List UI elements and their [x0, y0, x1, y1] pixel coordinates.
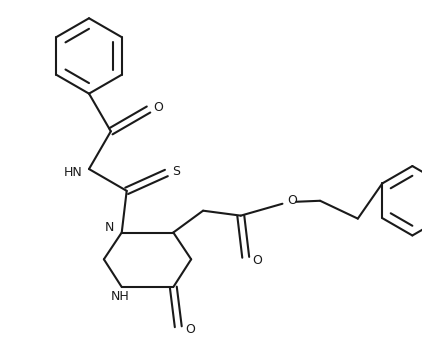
Text: O: O	[287, 194, 297, 207]
Text: NH: NH	[110, 290, 129, 303]
Text: N: N	[105, 221, 114, 234]
Text: O: O	[153, 101, 163, 114]
Text: O: O	[185, 323, 195, 336]
Text: HN: HN	[64, 165, 83, 179]
Text: S: S	[172, 164, 180, 178]
Text: O: O	[253, 254, 262, 267]
